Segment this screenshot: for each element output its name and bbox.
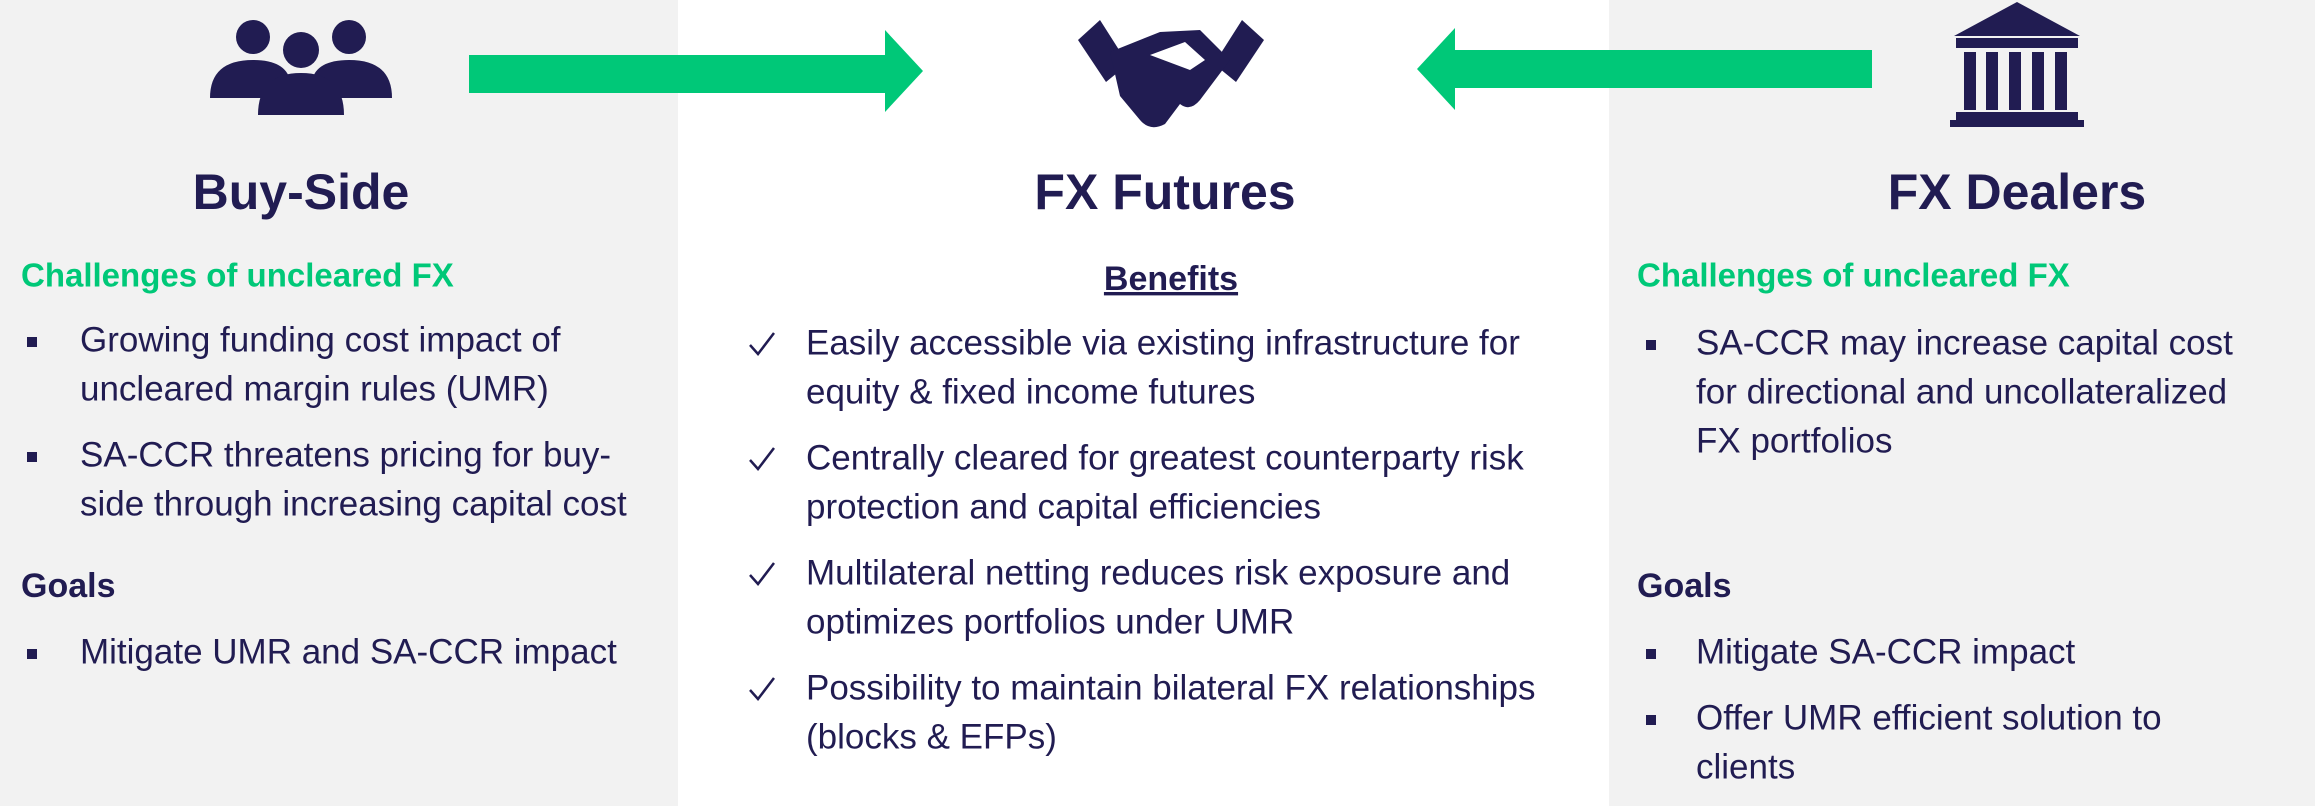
arrow-left-head	[1417, 28, 1455, 110]
list-item-line: Mitigate SA-CCR impact	[1696, 632, 2076, 671]
list-item-line: SA-CCR threatens pricing for buy-	[80, 435, 611, 474]
list-item-line: equity & fixed income futures	[806, 372, 1255, 411]
bullet	[27, 337, 37, 347]
people-icon	[210, 20, 392, 115]
list-item-line: clients	[1696, 747, 1795, 786]
column-title: FX Futures	[1034, 164, 1295, 220]
bullet	[1646, 340, 1656, 350]
list-item-line: Growing funding cost impact of	[80, 320, 561, 359]
section-heading: Goals	[21, 567, 115, 605]
bank-icon	[1950, 2, 2084, 127]
content: Buy-Side Challenges of uncleared FX Growin…	[21, 164, 2233, 786]
arrow-left-shaft	[1453, 50, 1872, 88]
left-panel	[0, 0, 678, 806]
list-item-line: (blocks & EFPs)	[806, 717, 1057, 756]
arrows	[469, 28, 1872, 112]
benefits-heading: Benefits	[1104, 260, 1238, 298]
checkmark	[749, 447, 775, 471]
list-item-line: uncleared margin rules (UMR)	[80, 369, 549, 408]
checkmark	[749, 677, 775, 701]
section-heading: Challenges of uncleared FX	[1637, 257, 2070, 294]
checkmark	[749, 562, 775, 586]
column-title: FX Dealers	[1888, 164, 2146, 220]
handshake-icon	[1078, 20, 1264, 128]
arrow-right-head	[885, 30, 923, 112]
list-item-line: optimizes portfolios under UMR	[806, 602, 1294, 641]
bullet	[1646, 715, 1656, 725]
bullet	[1646, 649, 1656, 659]
section-heading: Challenges of uncleared FX	[21, 257, 454, 294]
column-title: Buy-Side	[193, 164, 410, 220]
list-item-line: Multilateral netting reduces risk exposu…	[806, 553, 1510, 592]
list-item-line: Mitigate UMR and SA-CCR impact	[80, 632, 617, 671]
arrow-right-shaft	[469, 55, 887, 93]
list-item-line: FX portfolios	[1696, 421, 1892, 460]
right-panel	[1609, 0, 2315, 806]
list-item-line: SA-CCR may increase capital cost	[1696, 323, 2233, 362]
section-heading: Goals	[1637, 567, 1731, 605]
list-item-line: side through increasing capital cost	[80, 484, 627, 523]
list-item-line: for directional and uncollateralized	[1696, 372, 2227, 411]
list-item-line: protection and capital efficiencies	[806, 487, 1321, 526]
center-panel	[678, 0, 1609, 806]
bullet	[27, 649, 37, 659]
checkmark	[749, 332, 775, 356]
list-item-line: Offer UMR efficient solution to	[1696, 698, 2162, 737]
list-item-line: Centrally cleared for greatest counterpa…	[806, 438, 1524, 477]
list-item-line: Possibility to maintain bilateral FX rel…	[806, 668, 1536, 707]
list-item-line: Easily accessible via existing infrastru…	[806, 323, 1520, 362]
bullet	[27, 452, 37, 462]
